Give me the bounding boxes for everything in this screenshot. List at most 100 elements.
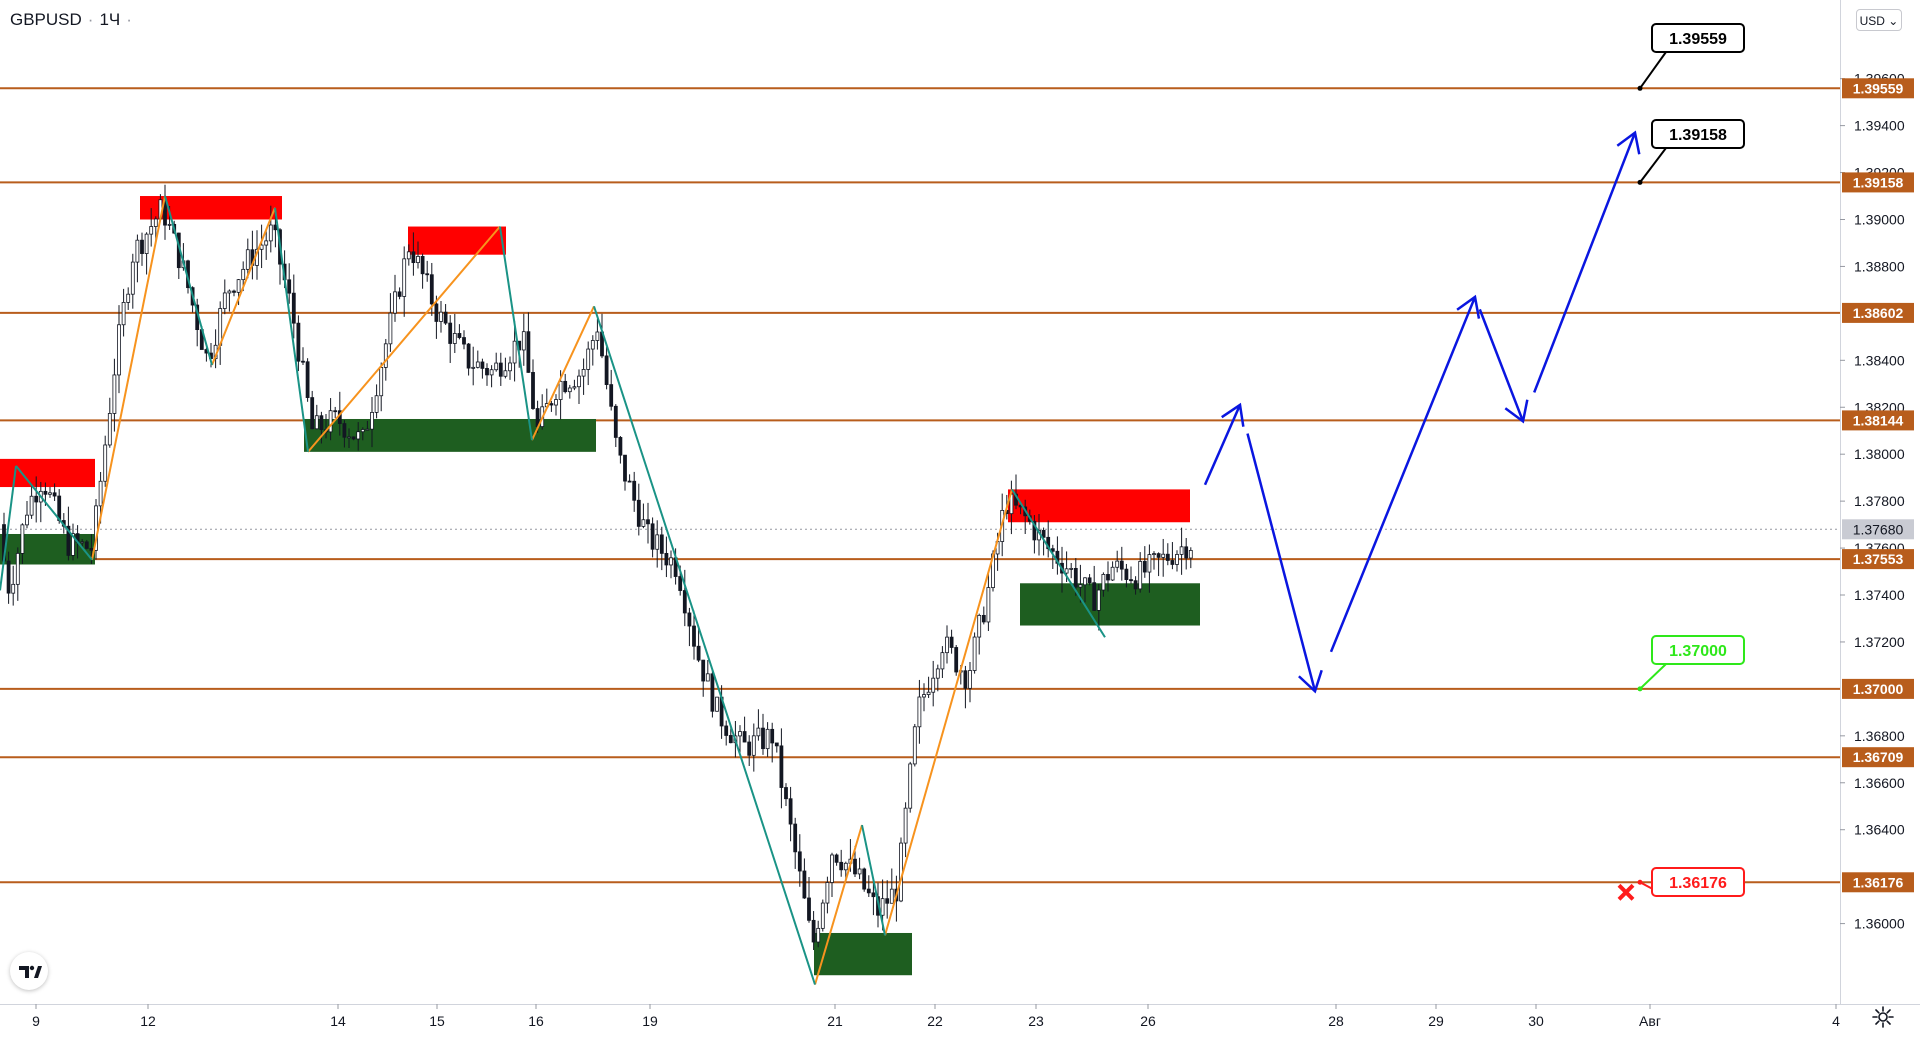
candle-body	[1096, 589, 1101, 611]
callout-pointer	[1639, 51, 1667, 89]
tradingview-logo-icon[interactable]	[10, 952, 48, 990]
gear-icon[interactable]	[1870, 1004, 1896, 1030]
level-tag	[1842, 410, 1914, 431]
candle-body	[406, 251, 411, 260]
candle-body	[701, 659, 706, 682]
candle-body	[968, 670, 972, 689]
candle-body	[140, 239, 144, 254]
level-tag	[1842, 678, 1914, 699]
wave-down-line	[0, 465, 17, 591]
candle-body	[917, 696, 922, 728]
currency-dropdown[interactable]: USD ⌄	[1856, 9, 1902, 31]
candle-body	[1184, 546, 1189, 559]
time-tick-label: 23	[1028, 1013, 1044, 1029]
candle-body	[563, 380, 568, 393]
price-tick-label: 1.37800	[1854, 493, 1905, 509]
wave-down-line	[1011, 488, 1106, 638]
level-tag-label: 1.37553	[1853, 551, 1904, 567]
forecast-arrowhead	[1298, 669, 1323, 694]
candle-body	[411, 251, 416, 264]
candle-body	[738, 731, 742, 737]
candle-body	[972, 636, 977, 671]
candle-body	[558, 380, 563, 400]
callout-label: 1.39559	[1669, 31, 1727, 48]
current-price-label: 1.37680	[1853, 521, 1904, 537]
callout-anchor	[1637, 879, 1643, 885]
candle-body	[609, 384, 614, 407]
wave-up-line	[814, 824, 863, 985]
candle-body	[715, 696, 719, 712]
callout-label: 1.37000	[1669, 643, 1727, 660]
candle-body	[807, 897, 811, 921]
candle-body	[232, 290, 236, 293]
candle-body	[1087, 577, 1092, 584]
wave-down-line	[274, 207, 309, 452]
stop-callout: 1.36176	[1617, 867, 1745, 901]
wave-down-line	[499, 226, 533, 441]
candle-body	[245, 249, 250, 270]
candle-body	[839, 861, 844, 871]
forecast-leg	[1329, 296, 1477, 653]
candle-body	[1115, 560, 1120, 568]
wave-down-line	[164, 195, 213, 366]
candle-body	[1142, 561, 1147, 573]
price-tick-label: 1.36600	[1854, 775, 1905, 791]
candle-body	[572, 386, 577, 389]
wave-down-line	[593, 306, 816, 985]
candle-body	[797, 851, 802, 872]
candle-body	[443, 311, 448, 324]
candle-body	[765, 728, 770, 750]
level-tag	[1842, 172, 1914, 193]
logo-glyph	[19, 965, 42, 978]
candle-body	[462, 337, 466, 345]
callout-box	[1651, 119, 1745, 149]
candle-body	[485, 368, 489, 376]
level-tag-label: 1.39158	[1853, 174, 1904, 190]
target-callout: 1.39158	[1637, 119, 1745, 185]
candle-body	[347, 436, 351, 439]
wave-up-line	[884, 489, 1013, 936]
candle-body	[383, 343, 388, 368]
candle-body	[1050, 548, 1055, 552]
candle-body	[388, 312, 393, 345]
level-tag-label: 1.38602	[1853, 305, 1904, 321]
candle-body	[48, 492, 52, 495]
candle-body	[954, 647, 959, 673]
level-lines	[0, 87, 1840, 884]
time-tick-label: 15	[429, 1013, 445, 1029]
candle-body	[1138, 561, 1143, 590]
callout-box	[1651, 867, 1745, 897]
price-tick-label: 1.38800	[1854, 258, 1905, 274]
candle-body	[880, 898, 885, 916]
candle-body	[613, 405, 618, 438]
candle-body	[494, 362, 499, 371]
candle-body	[1161, 553, 1166, 558]
candle-body	[374, 395, 379, 413]
candle-body	[310, 397, 315, 430]
candle-body	[112, 374, 117, 414]
symbol-label[interactable]: GBPUSD · 1Ч ·	[10, 10, 138, 30]
candle-body	[264, 240, 269, 246]
time-tick-label: 9	[32, 1013, 40, 1029]
candle-body	[314, 415, 319, 430]
candle-body	[866, 888, 871, 894]
candle-body	[29, 495, 34, 516]
time-tick-label: 26	[1140, 1013, 1156, 1029]
candle-body	[682, 590, 687, 614]
candle-body	[103, 444, 108, 482]
candle-body	[981, 614, 986, 623]
candle-body	[420, 256, 425, 275]
support-zone	[1020, 583, 1200, 626]
candle-body	[1032, 520, 1037, 541]
candle-body	[489, 369, 494, 376]
candle-body	[498, 362, 503, 377]
candle-body	[1064, 568, 1069, 574]
current-price-tag	[1842, 519, 1914, 540]
price-tick-label: 1.37400	[1854, 587, 1905, 603]
candle-body	[1041, 529, 1046, 538]
candle-body	[393, 291, 397, 314]
wave-down-line	[15, 465, 93, 561]
level-tag	[1842, 747, 1914, 768]
price-tick-label: 1.36000	[1854, 916, 1905, 932]
